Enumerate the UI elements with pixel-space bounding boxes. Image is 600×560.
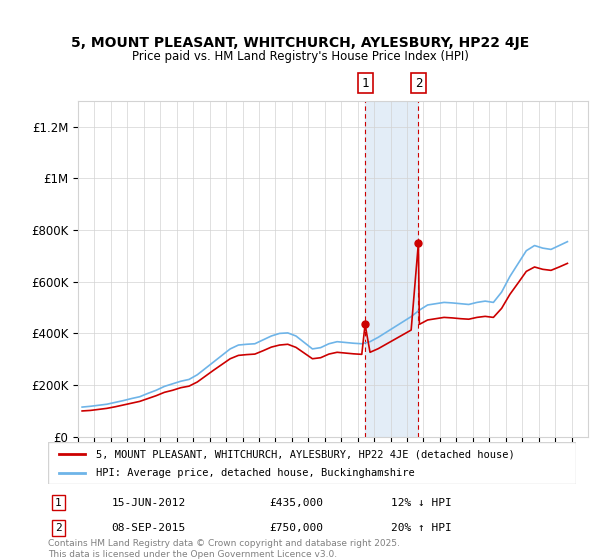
Text: 15-JUN-2012: 15-JUN-2012: [112, 498, 185, 507]
Bar: [365, 101, 418, 437]
Text: 2: 2: [55, 523, 62, 533]
Text: 20% ↑ HPI: 20% ↑ HPI: [391, 523, 452, 533]
Text: HPI: Average price, detached house, Buckinghamshire: HPI: Average price, detached house, Buck…: [95, 468, 414, 478]
Text: 12% ↓ HPI: 12% ↓ HPI: [391, 498, 452, 507]
FancyBboxPatch shape: [48, 442, 576, 484]
Text: 1: 1: [361, 77, 369, 90]
Text: 1: 1: [55, 498, 62, 507]
Text: 5, MOUNT PLEASANT, WHITCHURCH, AYLESBURY, HP22 4JE: 5, MOUNT PLEASANT, WHITCHURCH, AYLESBURY…: [71, 36, 529, 50]
Text: 2: 2: [415, 77, 422, 90]
Text: Price paid vs. HM Land Registry's House Price Index (HPI): Price paid vs. HM Land Registry's House …: [131, 50, 469, 63]
Text: £750,000: £750,000: [270, 523, 324, 533]
Text: Contains HM Land Registry data © Crown copyright and database right 2025.
This d: Contains HM Land Registry data © Crown c…: [48, 539, 400, 559]
Text: £435,000: £435,000: [270, 498, 324, 507]
Text: 5, MOUNT PLEASANT, WHITCHURCH, AYLESBURY, HP22 4JE (detached house): 5, MOUNT PLEASANT, WHITCHURCH, AYLESBURY…: [95, 449, 514, 459]
Text: 08-SEP-2015: 08-SEP-2015: [112, 523, 185, 533]
